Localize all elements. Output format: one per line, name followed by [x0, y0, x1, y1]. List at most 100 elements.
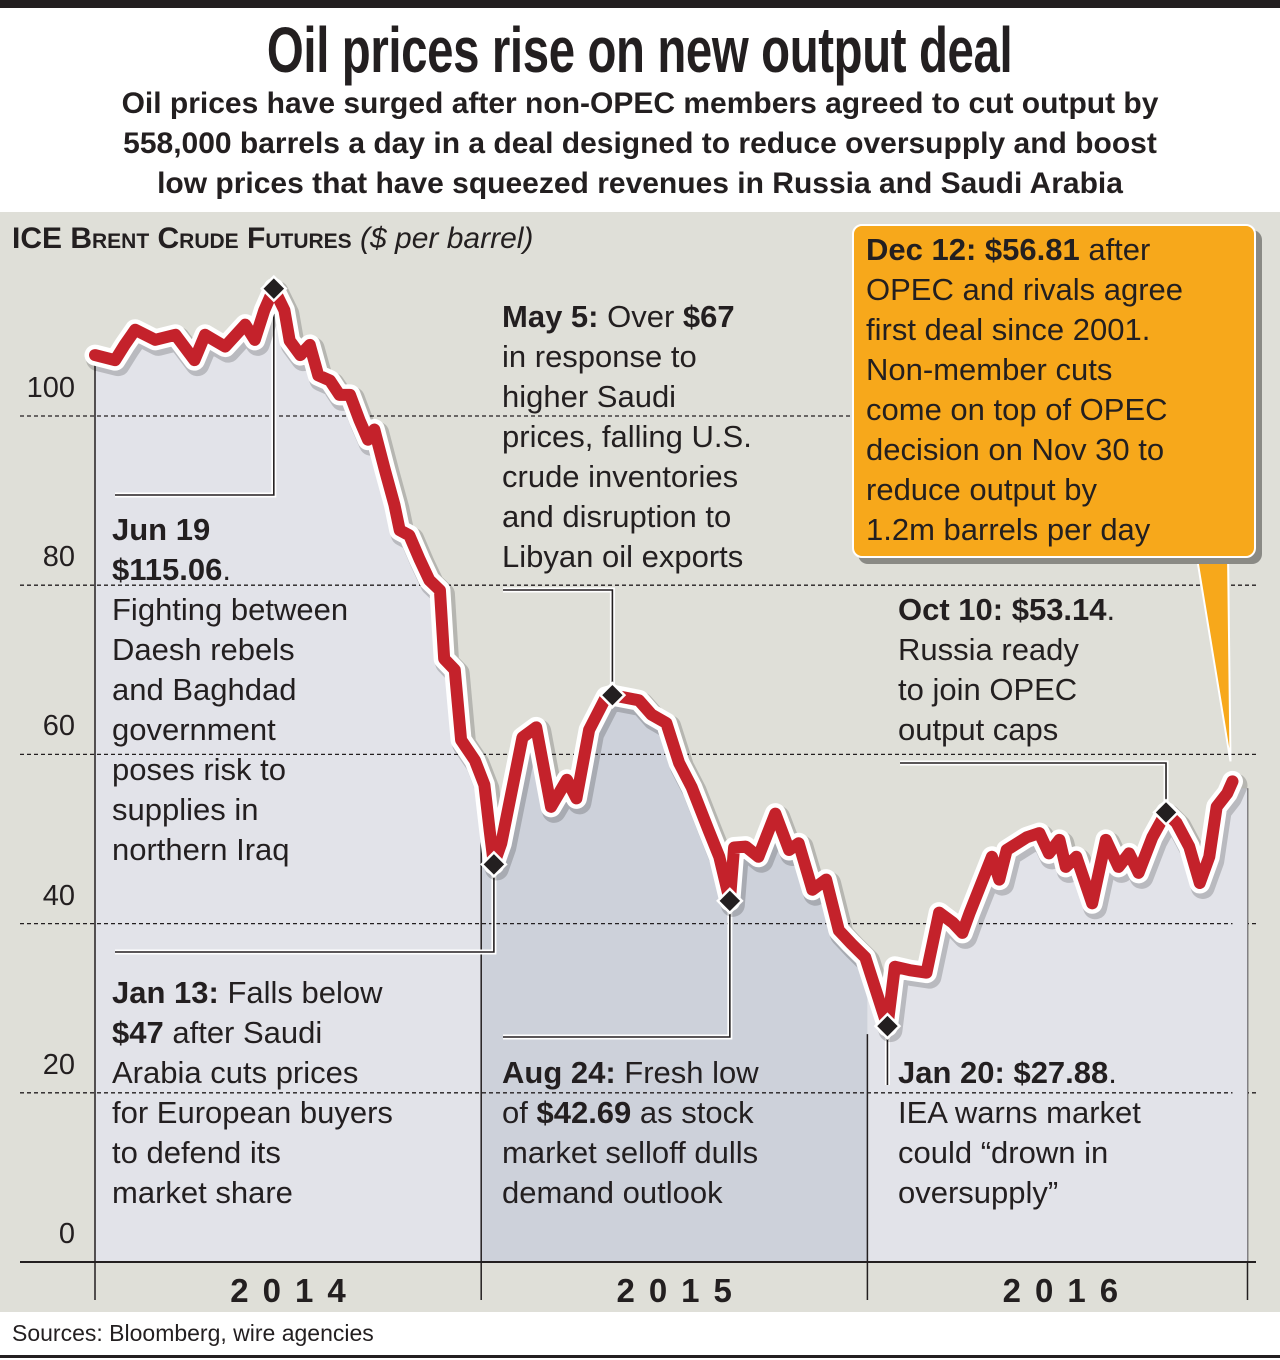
- annotation-line: output caps: [898, 710, 1115, 750]
- annotation-may5: May 5: Over $67 in response to higher Saud…: [502, 297, 752, 577]
- annotation-text: Daesh rebels: [112, 632, 295, 667]
- subtitle-line: 558,000 barrels a day in a deal designed…: [123, 127, 1157, 160]
- annotation-line: higher Saudi: [502, 377, 752, 417]
- annotation-text: Falls below: [218, 975, 383, 1010]
- annotation-text: northern Iraq: [112, 832, 290, 867]
- annotation-line: Aug 24: Fresh low: [502, 1053, 759, 1093]
- annotation-text: supplies in: [112, 792, 259, 827]
- annotation-line: first deal since 2001.: [866, 310, 1183, 350]
- annotation-text: market selloff dulls: [502, 1135, 759, 1170]
- annotation-bold: Aug 24:: [502, 1055, 616, 1090]
- annotation-text: OPEC and rivals agree: [866, 272, 1184, 307]
- marker-jan13: [480, 850, 508, 879]
- y-tick-label: 60: [42, 710, 75, 743]
- annotation-line: Libyan oil exports: [502, 537, 752, 577]
- annotation-line: $115.06.: [112, 550, 348, 590]
- annotation-line: IEA warns market: [898, 1093, 1141, 1133]
- annotation-text: reduce output by: [866, 472, 1097, 507]
- annotation-line: could “drown in: [898, 1133, 1141, 1173]
- annotation-line: Jan 20: $27.88.: [898, 1053, 1141, 1093]
- annotation-line: Jan 13: Falls below: [112, 973, 393, 1013]
- annotation-text: crude inventories: [502, 459, 739, 494]
- annotation-line: prices, falling U.S.: [502, 417, 752, 457]
- leader-line-may5: [503, 589, 614, 696]
- annotation-text: to defend its: [112, 1135, 281, 1170]
- leader-line-oct10: [900, 762, 1167, 813]
- x-tick-label-2015: 2015: [616, 1272, 746, 1309]
- annotation-text: for European buyers: [112, 1095, 393, 1130]
- subtitle: Oil prices have surged after non-OPEC me…: [0, 84, 1280, 204]
- annotation-line: oversupply”: [898, 1173, 1141, 1213]
- annotation-line: in response to: [502, 337, 752, 377]
- leader-halo-oct10: [900, 760, 1169, 813]
- annotation-text: to join OPEC: [898, 672, 1078, 707]
- annotation-line: northern Iraq: [112, 830, 348, 870]
- annotation-text: Non-member cuts: [866, 352, 1113, 387]
- annotation-line: and disruption to: [502, 497, 752, 537]
- annotation-line: for European buyers: [112, 1093, 393, 1133]
- annotation-bold: $47: [112, 1015, 164, 1050]
- area-fill-end: [1232, 788, 1248, 1262]
- y-tick-label: 20: [42, 1048, 75, 1081]
- marker-jun19: [260, 274, 288, 303]
- annotation-bold: May 5:: [502, 299, 599, 334]
- annotation-text: .: [1106, 592, 1116, 627]
- annotation-text: .: [222, 552, 231, 587]
- top-rule: [0, 0, 1280, 8]
- leader-halo-may5: [503, 587, 615, 696]
- annotation-text: decision on Nov 30 to: [866, 432, 1165, 467]
- annotation-text: 1.2m barrels per day: [866, 512, 1151, 547]
- annotation-bold: Dec 12: $56.81: [866, 232, 1080, 267]
- annotation-line: come on top of OPEC: [866, 390, 1183, 430]
- annotation-text: Libyan oil exports: [502, 539, 744, 574]
- annotation-text: prices, falling U.S.: [502, 419, 752, 454]
- annotation-line: Non-member cuts: [866, 350, 1183, 390]
- annotation-text: of: [502, 1095, 537, 1130]
- annotation-line: government: [112, 710, 348, 750]
- chart-unit: ($ per barrel): [360, 222, 534, 255]
- callout-tail: [1194, 551, 1232, 762]
- subtitle-line: low prices that have squeezed revenues i…: [157, 167, 1123, 200]
- annotation-line: poses risk to: [112, 750, 348, 790]
- dec12-callout: [852, 224, 1256, 558]
- annotation-text: first deal since 2001.: [866, 312, 1151, 347]
- annotation-text: Fresh low: [615, 1055, 759, 1090]
- annotation-oct10: Oct 10: $53.14. Russia ready to join OPEC o…: [898, 590, 1115, 750]
- leader-line-jun19: [115, 288, 275, 496]
- annotation-text: after Saudi: [163, 1015, 323, 1050]
- annotation-aug24: Aug 24: Fresh low of $42.69 as stock marke…: [502, 1053, 759, 1213]
- annotation-line: Fighting between: [112, 590, 348, 630]
- annotation-text: Over: [598, 299, 683, 334]
- annotation-text: market share: [112, 1175, 293, 1210]
- chart-title: ICE Brent Crude Futures: [12, 222, 352, 255]
- annotation-line: Russia ready: [898, 630, 1115, 670]
- x-tick-label-2016: 2016: [1002, 1272, 1133, 1309]
- annotation-line: demand outlook: [502, 1173, 759, 1213]
- annotation-jan20: Jan 20: $27.88. IEA warns market could “dr…: [898, 1053, 1141, 1213]
- annotation-line: supplies in: [112, 790, 348, 830]
- annotation-line: OPEC and rivals agree: [866, 270, 1183, 310]
- annotation-text: Arabia cuts prices: [112, 1055, 359, 1090]
- x-tick-label-2014: 2014: [230, 1272, 360, 1309]
- annotation-line: Oct 10: $53.14.: [898, 590, 1115, 630]
- annotation-text: Fighting between: [112, 592, 349, 627]
- annotation-text: output caps: [898, 712, 1059, 747]
- annotation-line: of $42.69 as stock: [502, 1093, 759, 1133]
- annotation-text: .: [1108, 1055, 1117, 1090]
- annotation-line: 1.2m barrels per day: [866, 510, 1183, 550]
- marker-jan20: [873, 1012, 902, 1040]
- y-tick-label: 40: [42, 879, 75, 912]
- annotation-text: poses risk to: [112, 752, 287, 787]
- annotation-text: and Baghdad: [112, 672, 297, 707]
- annotation-line: Dec 12: $56.81 after: [866, 230, 1183, 270]
- annotation-line: $47 after Saudi: [112, 1013, 393, 1053]
- annotation-bold: Jan 13:: [112, 975, 219, 1010]
- y-tick-label: 0: [58, 1218, 75, 1250]
- marker-aug24: [716, 887, 744, 915]
- annotation-text: as stock: [631, 1095, 754, 1130]
- annotation-bold: $42.69: [536, 1095, 632, 1130]
- annotation-text: demand outlook: [502, 1175, 723, 1210]
- annotation-text: Russia ready: [898, 632, 1079, 667]
- marker-oct10: [1152, 798, 1180, 827]
- annotation-line: to join OPEC: [898, 670, 1115, 710]
